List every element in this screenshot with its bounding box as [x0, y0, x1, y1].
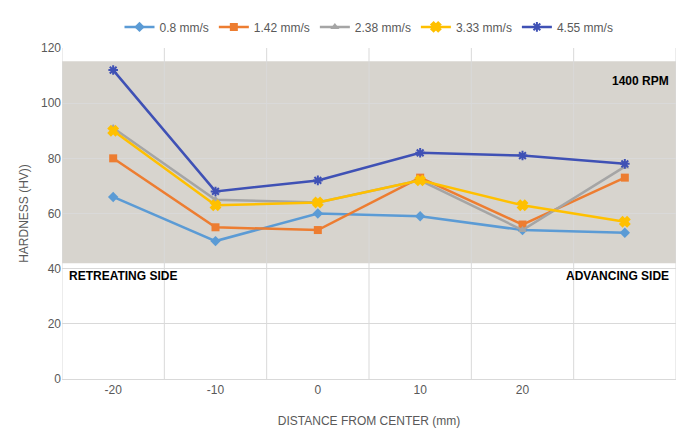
- svg-text:-20: -20: [104, 383, 122, 397]
- svg-text:1400 RPM: 1400 RPM: [612, 74, 669, 88]
- svg-text:3.33 mm/s: 3.33 mm/s: [456, 21, 512, 35]
- svg-text:40: 40: [48, 262, 62, 276]
- svg-text:HARDNESS (HV)): HARDNESS (HV)): [17, 164, 31, 263]
- svg-text:20: 20: [516, 383, 530, 397]
- svg-text:RETREATING SIDE: RETREATING SIDE: [69, 269, 177, 283]
- svg-text:-10: -10: [207, 383, 225, 397]
- svg-text:0: 0: [314, 383, 321, 397]
- svg-text:1.42 mm/s: 1.42 mm/s: [254, 21, 310, 35]
- svg-text:DISTANCE FROM CENTER (mm): DISTANCE FROM CENTER (mm): [278, 414, 460, 428]
- svg-text:ADVANCING SIDE: ADVANCING SIDE: [566, 269, 669, 283]
- svg-text:2.38 mm/s: 2.38 mm/s: [355, 21, 411, 35]
- svg-text:0.8 mm/s: 0.8 mm/s: [160, 21, 209, 35]
- svg-text:80: 80: [48, 152, 62, 166]
- svg-text:100: 100: [41, 96, 61, 110]
- svg-text:60: 60: [48, 207, 62, 221]
- svg-text:10: 10: [413, 383, 427, 397]
- svg-text:0: 0: [54, 372, 61, 386]
- svg-text:120: 120: [41, 41, 61, 55]
- svg-text:4.55 mm/s: 4.55 mm/s: [557, 21, 613, 35]
- svg-text:20: 20: [48, 317, 62, 331]
